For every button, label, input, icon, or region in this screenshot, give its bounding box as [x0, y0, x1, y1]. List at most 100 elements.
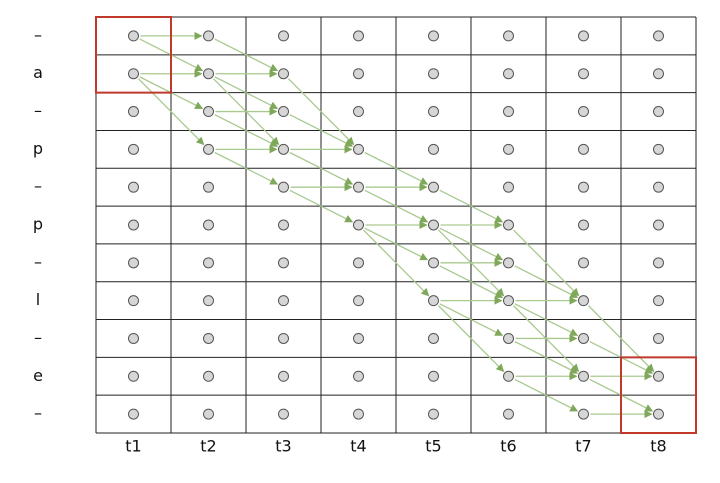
row-label: p	[33, 139, 43, 158]
node	[203, 143, 214, 155]
transition-arrow	[364, 189, 429, 223]
node	[653, 181, 664, 193]
transition-arrow	[289, 151, 354, 185]
node	[578, 370, 589, 382]
node	[578, 408, 589, 420]
node	[353, 106, 364, 118]
node	[653, 257, 664, 269]
node	[578, 257, 589, 269]
node	[653, 408, 664, 420]
node	[428, 68, 439, 80]
node	[353, 332, 364, 344]
node	[653, 143, 664, 155]
node	[503, 370, 514, 382]
column-label: t8	[650, 437, 666, 456]
node	[128, 295, 139, 307]
column-label: t7	[575, 437, 591, 456]
node	[653, 106, 664, 118]
end-box	[620, 356, 697, 435]
row-label: l	[36, 290, 40, 309]
nodes	[128, 30, 664, 420]
node	[428, 295, 439, 307]
column-label: t4	[350, 437, 366, 456]
column-label: t3	[275, 437, 291, 456]
start-box	[95, 16, 172, 94]
node	[503, 181, 514, 193]
node	[653, 370, 664, 382]
node	[203, 106, 214, 118]
node	[353, 257, 364, 269]
node	[203, 68, 214, 80]
node	[653, 295, 664, 307]
node	[278, 219, 289, 231]
node	[353, 219, 364, 231]
transition-arrow	[364, 227, 429, 261]
node	[503, 295, 514, 307]
node	[503, 143, 514, 155]
node	[278, 181, 289, 193]
node	[578, 181, 589, 193]
node	[203, 219, 214, 231]
node	[353, 143, 364, 155]
node	[503, 30, 514, 42]
transition-arrow	[437, 305, 505, 373]
node	[128, 181, 139, 193]
node	[653, 332, 664, 344]
node	[653, 68, 664, 80]
row-label: –	[34, 328, 42, 347]
node	[578, 30, 589, 42]
transition-arrow	[289, 189, 354, 223]
node	[128, 408, 139, 420]
transition-arrow	[587, 305, 655, 373]
row-label: p	[33, 215, 43, 234]
node	[278, 370, 289, 382]
node	[578, 68, 589, 80]
node	[503, 68, 514, 80]
node	[128, 143, 139, 155]
column-label: t6	[500, 437, 516, 456]
row-label: –	[34, 177, 42, 196]
node	[578, 143, 589, 155]
node	[428, 370, 439, 382]
node	[503, 332, 514, 344]
column-label: t5	[425, 437, 441, 456]
node	[278, 408, 289, 420]
transition-arrow	[439, 227, 504, 261]
transition-arrow	[214, 38, 279, 72]
node	[353, 30, 364, 42]
transition-arrow	[514, 303, 579, 336]
transition-arrow	[214, 114, 279, 147]
transition-arrow	[439, 303, 504, 336]
row-label: –	[34, 404, 42, 423]
transition-arrow	[439, 265, 504, 299]
transition-arrow	[514, 378, 579, 412]
node	[203, 295, 214, 307]
node	[428, 332, 439, 344]
node	[278, 143, 289, 155]
node	[578, 332, 589, 344]
row-label: –	[34, 101, 42, 120]
node	[428, 408, 439, 420]
node	[353, 68, 364, 80]
transition-arrow	[514, 341, 579, 374]
row-label: a	[33, 63, 43, 82]
row-label: –	[34, 252, 42, 271]
node	[428, 257, 439, 269]
node	[203, 30, 214, 42]
node	[503, 257, 514, 269]
column-label: t1	[125, 437, 141, 456]
node	[203, 408, 214, 420]
transition-arrow	[514, 265, 579, 299]
transition-arrow	[137, 78, 205, 146]
node	[128, 257, 139, 269]
node	[503, 106, 514, 118]
node	[428, 106, 439, 118]
node	[203, 332, 214, 344]
node	[278, 68, 289, 80]
node	[578, 295, 589, 307]
node	[353, 370, 364, 382]
node	[203, 181, 214, 193]
node	[278, 106, 289, 118]
node	[578, 106, 589, 118]
transition-arrow	[214, 151, 279, 185]
